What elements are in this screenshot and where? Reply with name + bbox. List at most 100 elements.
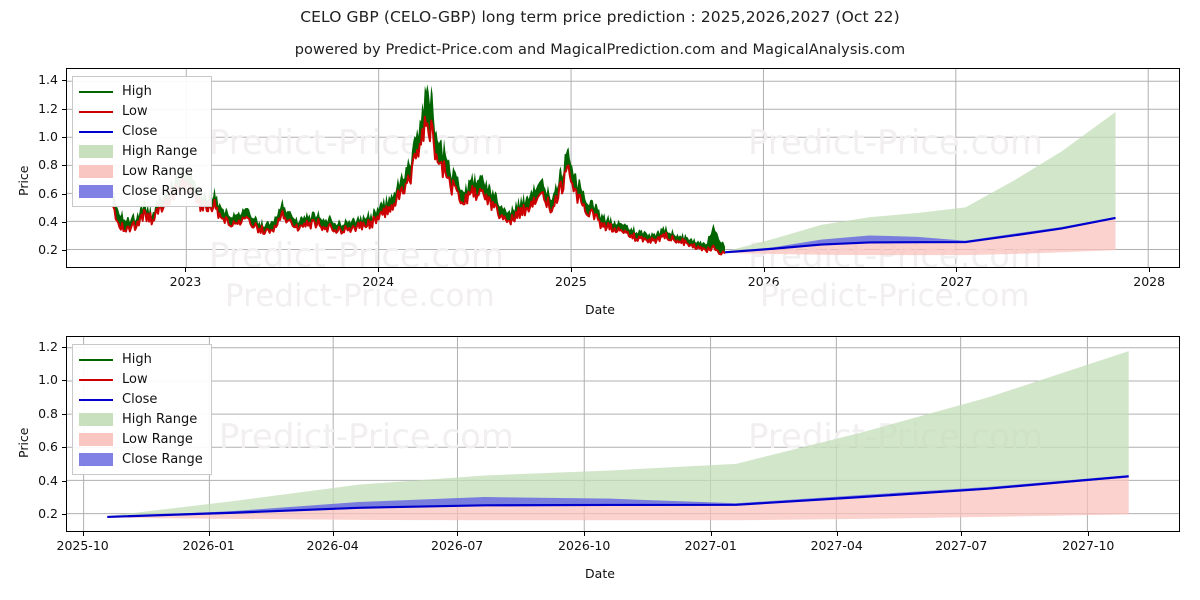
legend-line-swatch [79,378,113,381]
tick-mark [1088,532,1090,536]
close-line [107,475,1129,518]
tick-mark [62,221,66,223]
tick-mark [763,268,765,272]
tick-mark [62,108,66,110]
top-x-tick-2026: 2026 [747,274,780,289]
tick-mark [208,532,210,536]
top-x-tick-2025: 2025 [555,274,587,289]
legend-label: Close Range [122,452,203,467]
legend-item-low-range: Low Range [79,430,203,449]
legend-label: High Range [122,412,198,427]
high-range-band [724,112,1116,253]
legend-patch-swatch [79,145,113,158]
tick-mark [584,532,586,536]
tick-mark [62,514,66,516]
legend-item-close-range: Close Range [79,182,203,201]
top-x-tick-2028: 2028 [1133,274,1166,289]
bottom-legend: High Low Close High Range Low Range Close Ran… [72,344,212,475]
tick-mark [62,346,66,348]
top-y-tick-1.4: 1.4 [38,72,58,88]
tick-mark [378,268,380,272]
bottom-x-tick-2027-07: 2027-07 [935,538,988,553]
tick-mark [62,165,66,167]
legend-patch-swatch [79,453,113,466]
bottom-x-tick-2026-07: 2026-07 [431,538,484,553]
legend-label: High Range [122,144,198,159]
legend-line-swatch [79,110,113,113]
tick-mark [62,447,66,449]
bottom-x-tick-2027-04: 2027-04 [810,538,863,553]
top-x-tick-2023: 2023 [169,274,202,289]
bottom-x-tick-2027-10: 2027-10 [1062,538,1115,553]
tick-mark [62,480,66,482]
legend-item-close-range: Close Range [79,450,203,469]
close-line [724,216,1116,254]
legend-label: Low [122,104,148,119]
low-range-band [107,476,1129,521]
tick-mark [961,532,963,536]
legend-patch-swatch [79,185,113,198]
tick-mark [62,380,66,382]
bottom-x-tick-2025-10: 2025-10 [56,538,109,553]
top-legend: High Low Close High Range Low Range Close Ran… [72,76,212,207]
legend-line-swatch [79,130,113,133]
legend-patch-swatch [79,165,113,178]
bottom-x-tick-2027-01: 2027-01 [684,538,737,553]
legend-patch-swatch [79,433,113,446]
watermark-text: Predict-Price.com [748,123,1043,162]
watermark-text: Predict-Price.com [209,123,504,162]
tick-mark [82,532,84,536]
close-range-band [107,475,1129,517]
top-y-tick-0.2: 0.2 [38,242,58,258]
top-x-axis-label: Date [585,302,615,317]
top-x-tick-2024: 2024 [362,274,395,289]
top-chart-panel: Predict-Price.com Predict-Price.com Predic… [66,68,1180,268]
tick-mark [185,268,187,272]
watermark-text: Predict-Price.com [209,236,504,267]
top-y-tick-0.6: 0.6 [38,185,58,201]
tick-mark [62,413,66,415]
tick-mark [332,532,334,536]
bottom-x-tick-2026-04: 2026-04 [306,538,359,553]
legend-item-high-range: High Range [79,410,203,429]
chart-title: CELO GBP (CELO-GBP) long term price pred… [300,8,900,26]
bottom-x-tick-2026-01: 2026-01 [182,538,235,553]
tick-mark [570,268,572,272]
tick-mark [710,532,712,536]
top-chart-svg: Predict-Price.com Predict-Price.com Predic… [67,69,1179,267]
legend-item-low: Low [79,102,203,121]
bottom-y-tick-0.2: 0.2 [38,506,58,522]
legend-label: High [122,84,152,99]
tick-mark [1149,268,1151,272]
legend-label: Close [122,392,158,407]
legend-item-high: High [79,82,203,101]
tick-mark [457,532,459,536]
legend-label: Low Range [122,432,193,447]
legend-line-swatch [79,358,113,361]
legend-label: Low Range [122,164,193,179]
legend-item-high-range: High Range [79,142,203,161]
legend-label: Close Range [122,184,203,199]
bottom-x-axis-label: Date [585,566,615,581]
legend-label: Low [122,372,148,387]
top-y-tick-0.8: 0.8 [38,157,58,173]
top-x-tick-2027: 2027 [940,274,973,289]
legend-label: Close [122,124,158,139]
bottom-y-tick-1: 1.0 [38,372,58,388]
tick-mark [62,250,66,252]
bottom-x-tick-2026-10: 2026-10 [558,538,611,553]
legend-item-close: Close [79,390,203,409]
tick-mark [836,532,838,536]
tick-mark [956,268,958,272]
low-range-band [724,217,1116,256]
top-y-tick-0.4: 0.4 [38,213,58,229]
tick-mark [62,80,66,82]
bottom-y-tick-0.4: 0.4 [38,472,58,488]
bottom-y-tick-0.6: 0.6 [38,439,58,455]
legend-line-swatch [79,90,113,93]
history-low-line [112,115,726,256]
tick-mark [62,136,66,138]
